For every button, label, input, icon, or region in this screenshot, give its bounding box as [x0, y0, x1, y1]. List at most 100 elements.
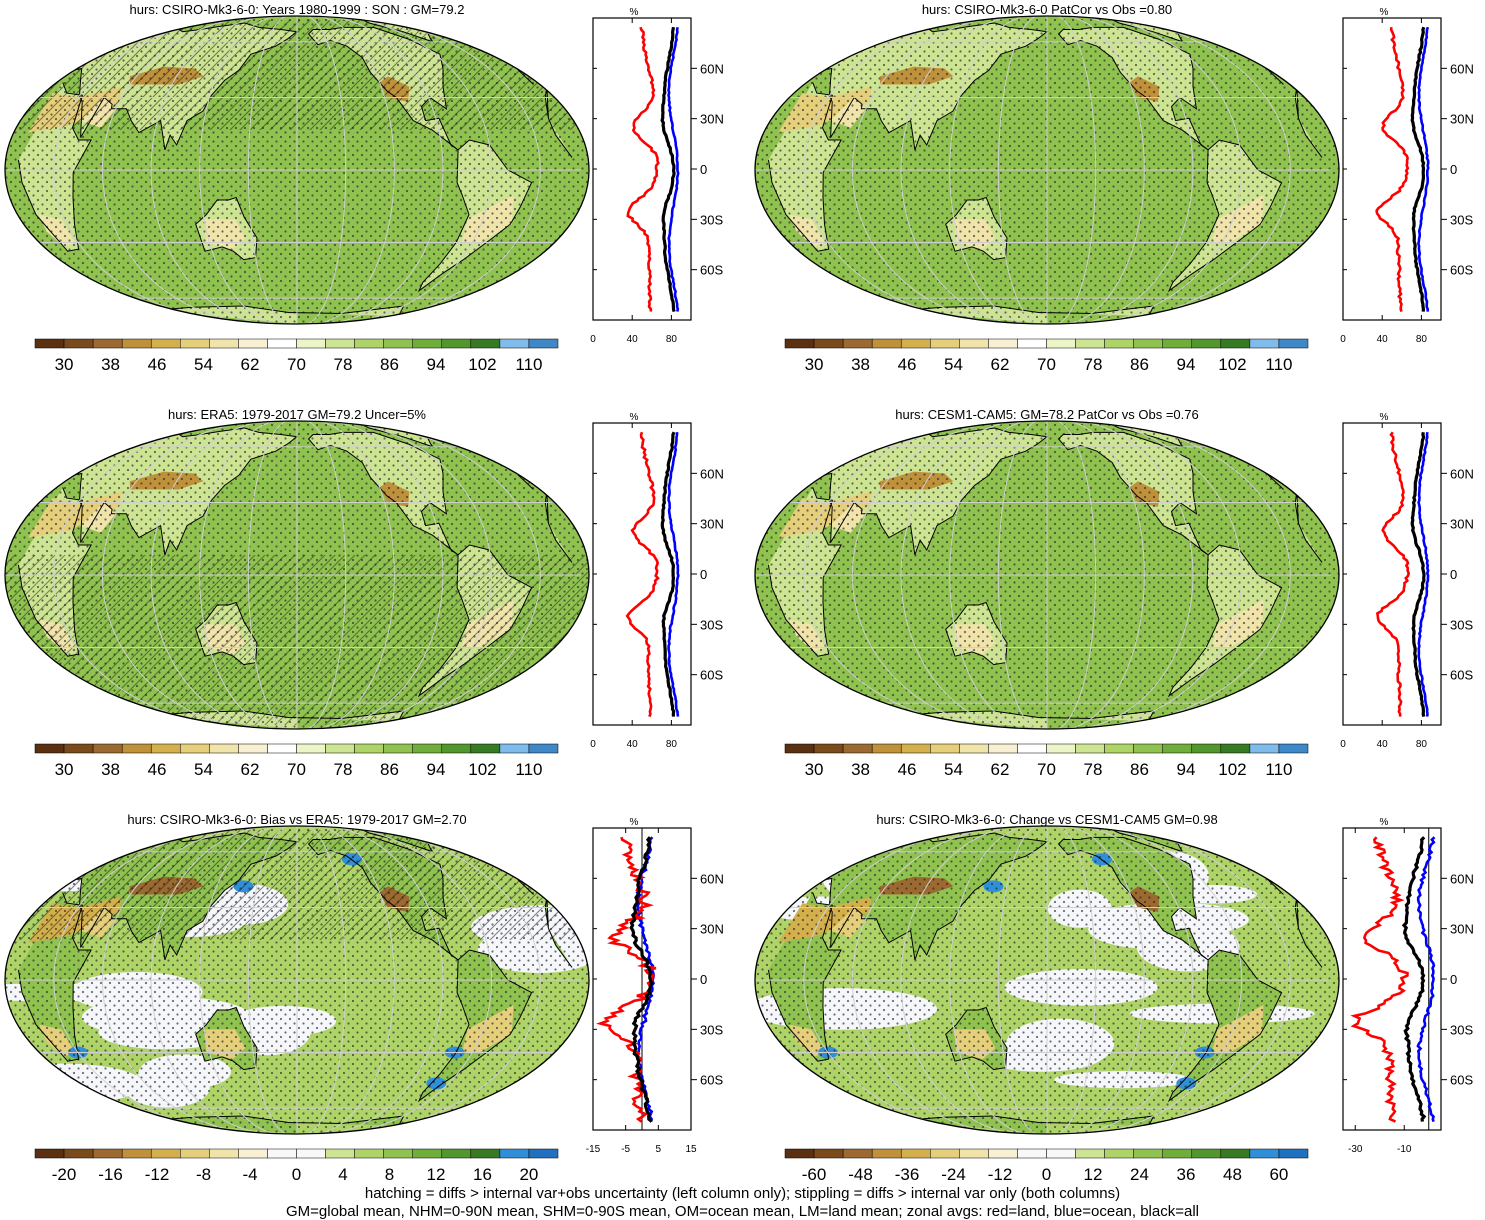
graticule-meridian: [339, 826, 493, 1134]
map-border: [4, 420, 590, 730]
x-tick-label: 80: [1416, 739, 1428, 750]
colorbar-segment: [1278, 338, 1309, 349]
colorbar-segment: [900, 743, 931, 754]
graticule-meridian: [247, 16, 287, 324]
x-tick-label: 0: [590, 739, 596, 750]
colorbar-label: 110: [515, 760, 542, 779]
colorbar-segment: [1249, 1148, 1280, 1159]
zonal-panel-5: % 60N 30N 0 30S 60S -15 -5 5 15: [586, 817, 724, 1155]
graticule-meridian: [1089, 826, 1243, 1134]
graticule-meridian: [851, 826, 1005, 1134]
colorbar-segment: [34, 743, 65, 754]
graticule-meridian: [1057, 16, 1097, 324]
colorbar-label: -12: [145, 1165, 170, 1184]
colorbar-segment: [412, 338, 443, 349]
colorbar-segment: [1220, 743, 1251, 754]
colorbar-segment: [842, 1148, 873, 1159]
colorbar-segment: [267, 1148, 297, 1159]
colorbar-segment: [296, 743, 326, 754]
colorbar-label: 0: [1042, 1165, 1051, 1184]
graticule-meridian: [101, 16, 255, 324]
graticule-meridian: [1089, 421, 1243, 729]
colorbar-label: 12: [427, 1165, 446, 1184]
graticule-meridian: [803, 421, 994, 729]
colorbar-label: 62: [241, 760, 260, 779]
map-border: [4, 825, 590, 1135]
zonal-line-land: [1375, 27, 1410, 312]
colorbar-label: 38: [851, 760, 870, 779]
graticule-meridian: [328, 826, 444, 1134]
colorbar-label: 94: [1177, 355, 1196, 374]
colorbar-segment: [150, 743, 181, 754]
colorbar-label: 110: [1265, 760, 1292, 779]
map-title: hurs: CSIRO-Mk3-6-0: Years 1980-1999 : S…: [130, 2, 465, 17]
graticule-meridian: [1078, 826, 1194, 1134]
zonal-unit: %: [1380, 7, 1389, 18]
coastline-samerica: [417, 139, 533, 293]
map-title: hurs: CSIRO-Mk3-6-0: Change vs CESM1-CAM…: [876, 812, 1217, 827]
colorbar-segment: [354, 743, 384, 754]
colorbar-segment: [813, 743, 844, 754]
map-panel-2: hurs: CSIRO-Mk3-6-0 PatCor vs Obs =0.80 3…: [754, 2, 1340, 374]
colorbar-label: 38: [851, 355, 870, 374]
colorbar-label: 86: [380, 355, 399, 374]
zonal-line-all: [660, 26, 676, 312]
graticule-meridian: [1068, 16, 1145, 324]
lat-label: 30S: [1450, 212, 1473, 227]
colorbar-label: 78: [1084, 760, 1103, 779]
graticule-meridian: [1068, 826, 1145, 1134]
colorbar-label: 94: [427, 760, 446, 779]
map-panel-3: hurs: ERA5: 1979-2017 GM=79.2 Uncer=5% 30…: [4, 407, 590, 779]
colorbar-label: 102: [1218, 355, 1246, 374]
colorbar-label: 62: [241, 355, 260, 374]
colorbar-label: 60: [1269, 1165, 1288, 1184]
x-tick-label: 80: [666, 739, 678, 750]
colorbar-segment: [267, 338, 297, 349]
colorbar-label: 30: [805, 355, 824, 374]
colorbar-segment: [813, 1148, 844, 1159]
graticule-meridian: [318, 421, 395, 729]
colorbar-segment: [1046, 338, 1076, 349]
colorbar-label: -8: [196, 1165, 211, 1184]
colorbar-label: 48: [1223, 1165, 1242, 1184]
zonal-unit: %: [630, 412, 639, 423]
x-tick-label: 5: [656, 1144, 662, 1155]
colorbar-segment: [1162, 1148, 1193, 1159]
colorbar-label: 110: [515, 355, 542, 374]
zonal-unit: %: [1380, 412, 1389, 423]
x-tick-label: 40: [627, 739, 639, 750]
graticule-meridian: [1057, 826, 1097, 1134]
x-tick-label: -15: [586, 1144, 601, 1155]
graticule-meridian: [350, 421, 541, 729]
map-border: [754, 420, 1340, 730]
colorbar-segment: [1133, 743, 1163, 754]
zonal-line-ocean: [667, 432, 680, 717]
colorbar-segment: [121, 743, 152, 754]
colorbar-label: 20: [519, 1165, 538, 1184]
colorbar-label: 70: [287, 760, 306, 779]
colorbar-segment: [1220, 1148, 1251, 1159]
coastline-africa: [18, 892, 573, 1062]
colorbar-segment: [1046, 1148, 1076, 1159]
graticule-meridian: [150, 421, 266, 729]
colorbar-label: 70: [287, 355, 306, 374]
graticule-meridian: [350, 826, 541, 1134]
colorbar-segment: [383, 338, 413, 349]
map-panel-4: hurs: CESM1-CAM5: GM=78.2 PatCor vs Obs …: [754, 407, 1340, 779]
coastline-samerica: [1167, 544, 1283, 698]
coastline-australia: [195, 601, 258, 666]
colorbar-segment: [1162, 743, 1193, 754]
x-tick-label: -30: [1348, 1144, 1363, 1155]
colorbar-segment: [842, 338, 873, 349]
zonal-line-all: [660, 431, 676, 717]
x-tick-label: 0: [590, 334, 596, 345]
colorbar-segment: [92, 338, 123, 349]
colorbar-segment: [959, 743, 989, 754]
coastline-africa: [18, 82, 573, 252]
footer-line-1: hatching = diffs > internal var+obs unce…: [364, 1185, 1121, 1202]
colorbar-segment: [528, 743, 559, 754]
lat-label: 60N: [1450, 61, 1474, 76]
graticule-meridian: [199, 826, 276, 1134]
graticule-meridian: [199, 16, 276, 324]
graticule-meridian: [307, 826, 347, 1134]
